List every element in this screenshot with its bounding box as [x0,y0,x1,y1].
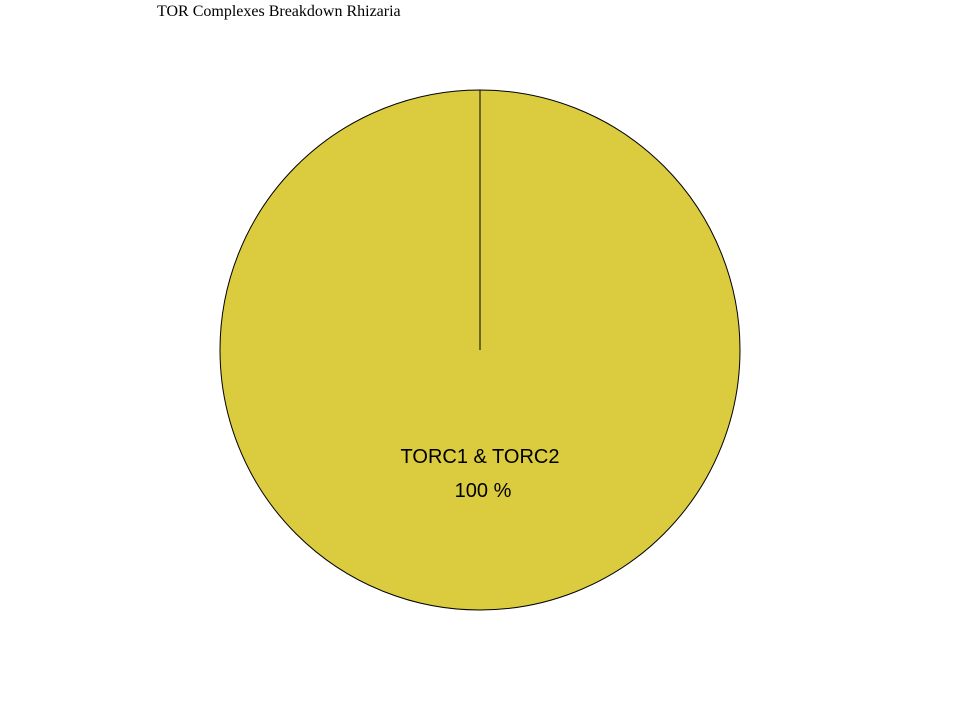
chart-title: TOR Complexes Breakdown Rhizaria [157,3,401,20]
slice-label: TORC1 & TORC2 [401,446,560,468]
pie-labels: TORC1 & TORC2 100 % [401,446,560,502]
slice-percent-label: 100 % [455,480,512,502]
pie-slices [219,89,741,611]
